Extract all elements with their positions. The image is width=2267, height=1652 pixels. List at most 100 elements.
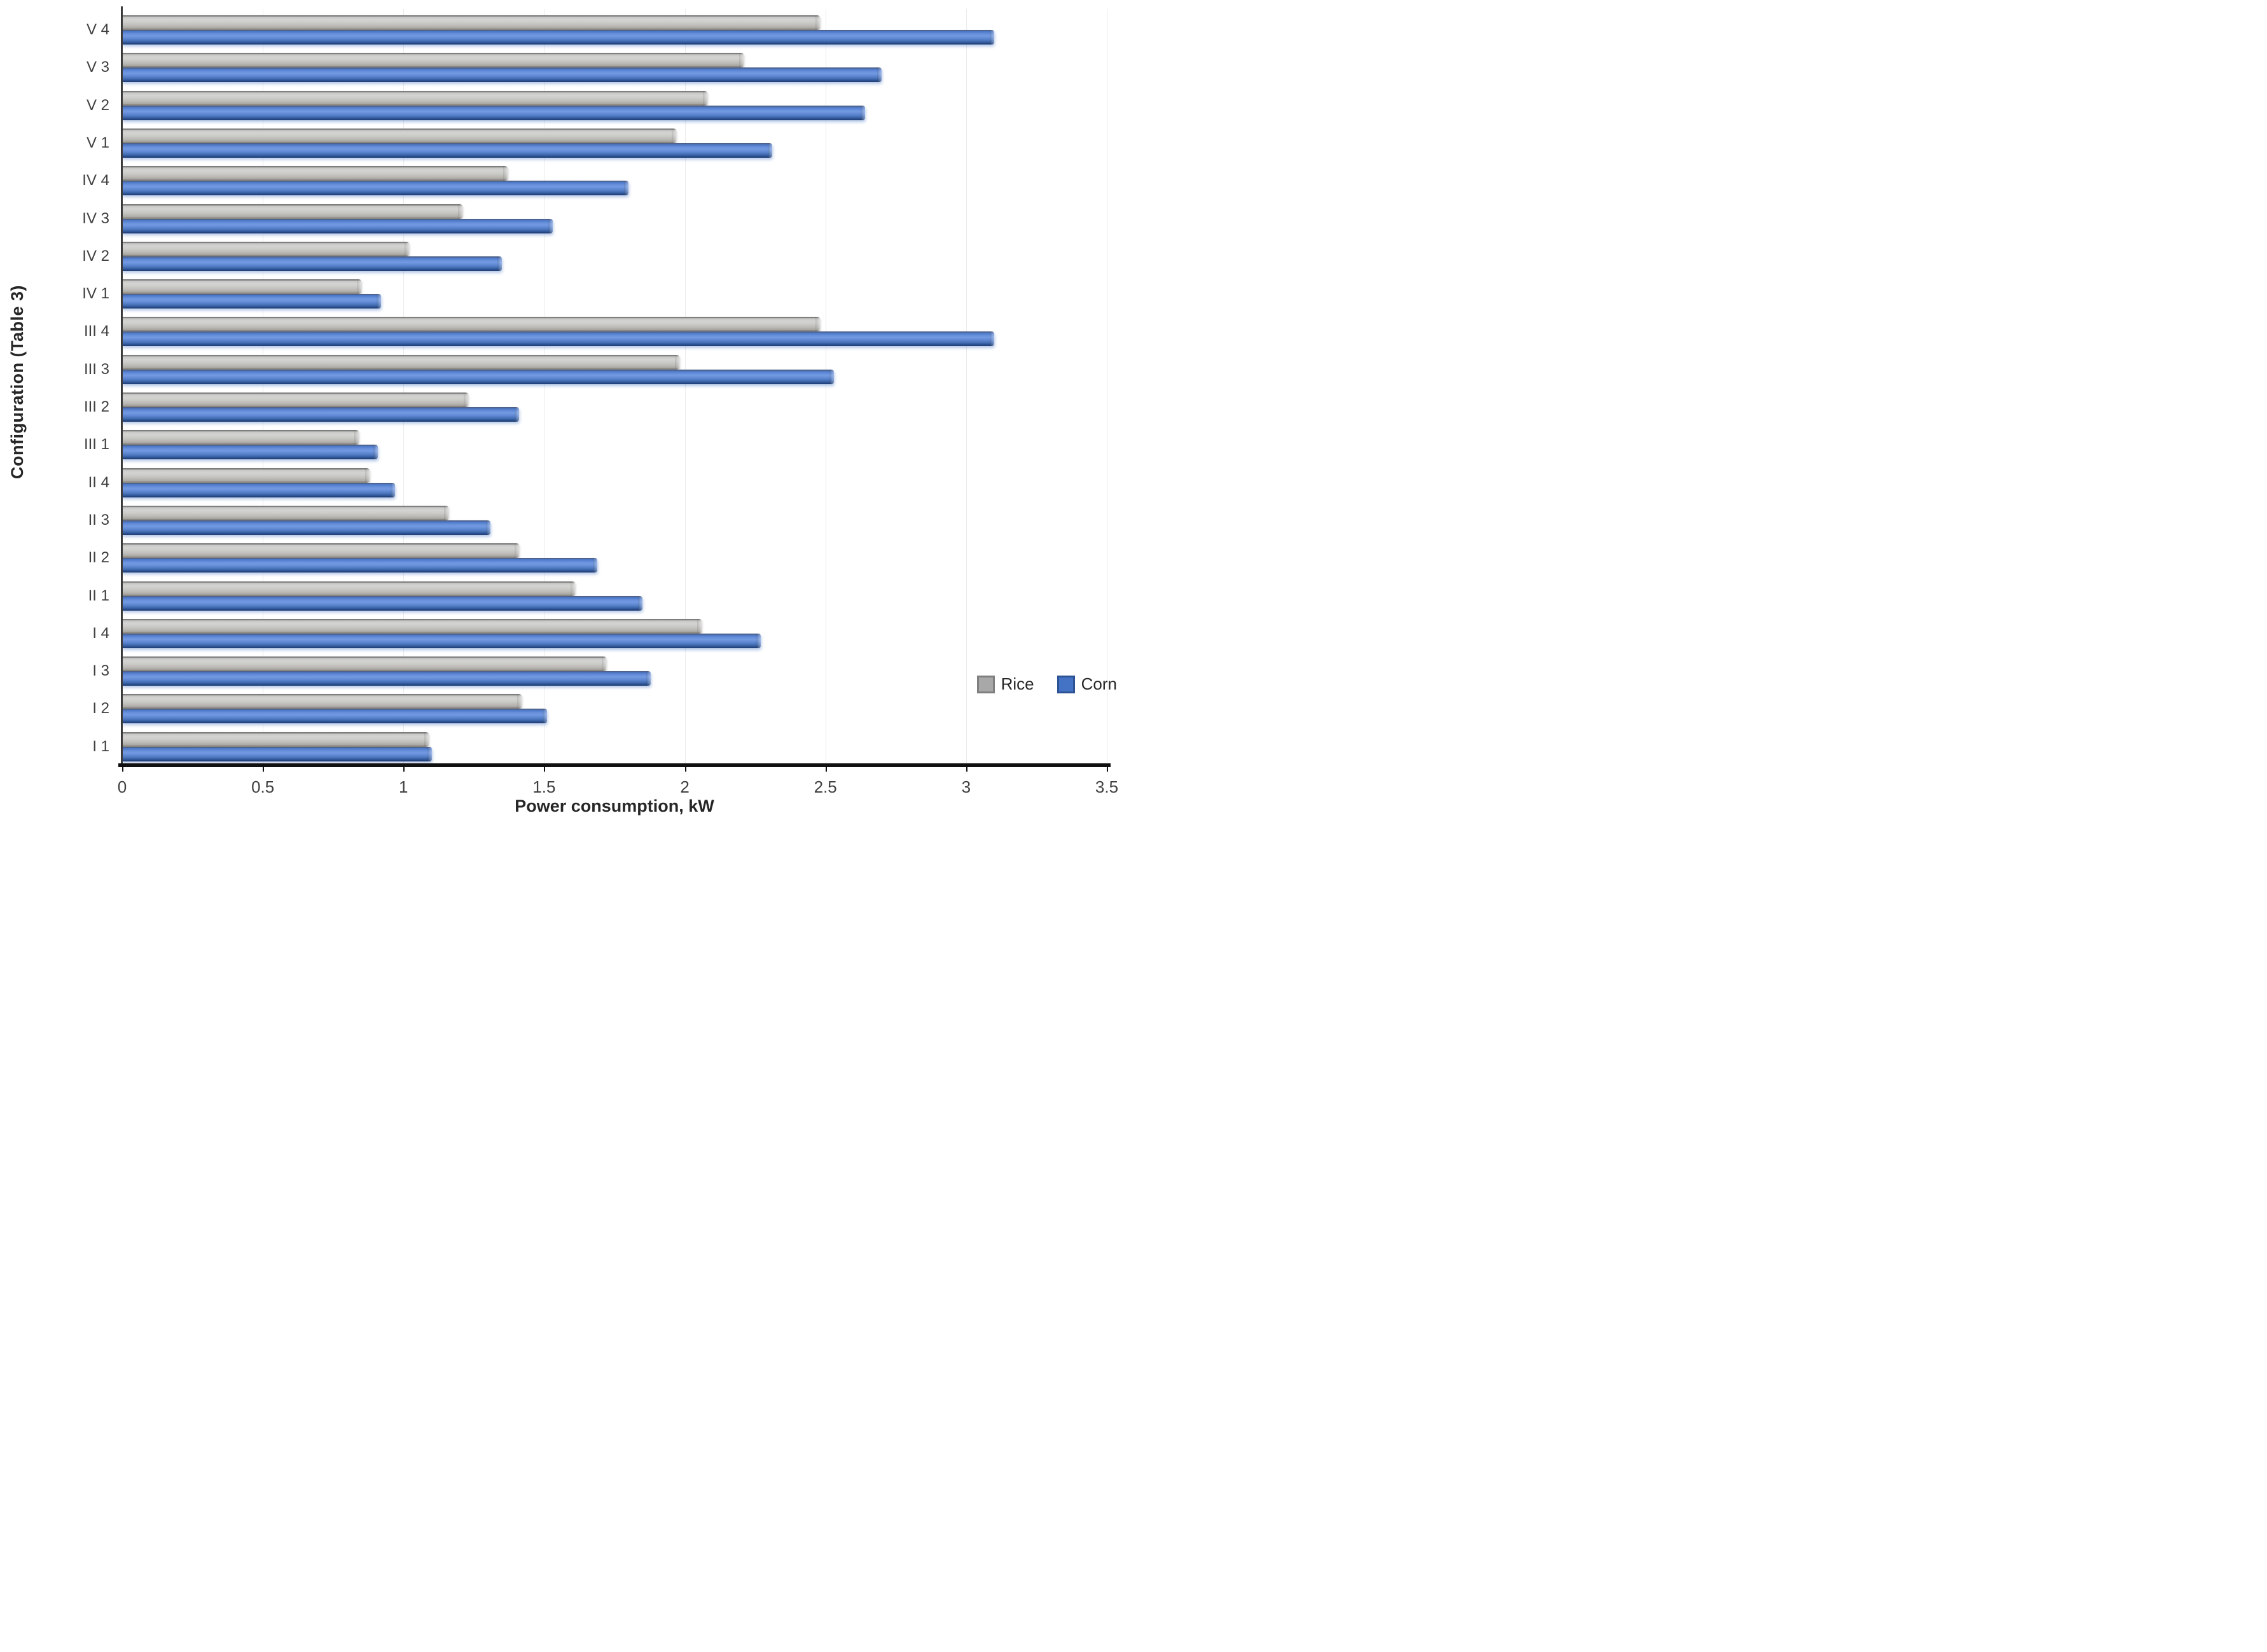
bar-corn-III3 — [122, 369, 834, 384]
bar-rice-II1 — [122, 581, 576, 596]
x-axis-title: Power consumption, kW — [515, 796, 714, 816]
category-label: IV 4 — [82, 172, 109, 190]
category-label: III 2 — [83, 398, 109, 415]
bar-rice-V3 — [122, 53, 744, 68]
bar-rice-III2 — [122, 392, 468, 407]
bar-corn-I3 — [122, 671, 651, 686]
x-tick-mark-2.5 — [825, 763, 827, 772]
x-axis-line — [118, 763, 1111, 767]
legend-label-rice: Rice — [1001, 674, 1034, 693]
bar-end-cap — [405, 241, 410, 256]
bar-end-cap — [815, 15, 820, 30]
bar-rice-V1 — [122, 128, 677, 143]
y-axis-title-text: Configuration (Table 3) — [7, 284, 27, 479]
bar-corn-IV2 — [122, 256, 503, 271]
x-tick-label-0: 0 — [117, 777, 127, 796]
bar-end-cap — [365, 468, 370, 483]
bar-end-cap — [767, 142, 772, 158]
category-label: I 3 — [92, 662, 109, 680]
bar-end-cap — [860, 105, 865, 120]
bar-end-cap — [373, 445, 378, 460]
bar-end-cap — [548, 218, 553, 233]
bar-chart: Configuration (Table 3) V 4 V 3 V 2 V 1 IV 4… — [0, 0, 1134, 826]
x-tick-label-2: 2 — [680, 777, 690, 796]
bar-end-cap — [356, 279, 361, 295]
plot-area — [122, 9, 1107, 763]
bar-end-cap — [464, 392, 468, 407]
x-tick-mark-2 — [684, 763, 686, 772]
bar-rice-I2 — [122, 694, 522, 709]
bar-corn-II4 — [122, 482, 396, 497]
legend-item-corn: Corn — [1057, 674, 1117, 694]
legend-label-corn: Corn — [1081, 674, 1117, 693]
x-axis-tick-labels: 0 0.5 1 1.5 2 2.5 3 3.5 — [118, 777, 1118, 800]
bar-rice-I3 — [122, 656, 606, 672]
bar-end-cap — [829, 369, 834, 384]
bar-end-cap — [990, 30, 995, 45]
bar-corn-IV4 — [122, 181, 629, 196]
bar-rice-II3 — [122, 505, 449, 520]
bar-rice-V4 — [122, 15, 820, 30]
category-label: IV 3 — [82, 209, 109, 227]
bar-rice-IV2 — [122, 241, 410, 256]
bar-end-cap — [601, 656, 606, 672]
gridline-2 — [684, 9, 686, 763]
bar-end-cap — [593, 558, 598, 573]
bar-corn-I2 — [122, 709, 547, 724]
x-tick-label-2.5: 2.5 — [814, 777, 837, 796]
bar-rice-II2 — [122, 543, 519, 559]
bar-rice-II4 — [122, 468, 370, 483]
bar-end-cap — [990, 331, 995, 347]
bar-rice-IV4 — [122, 166, 508, 181]
gridline-1 — [403, 9, 405, 763]
x-axis-tick-marks — [122, 763, 1108, 772]
category-label: IV 2 — [82, 247, 109, 265]
x-tick-label-3: 3 — [961, 777, 971, 796]
category-label: III 3 — [83, 360, 109, 378]
corn-swatch-icon — [1057, 675, 1075, 693]
bar-rice-IV3 — [122, 204, 463, 219]
bar-corn-V2 — [122, 105, 865, 120]
bar-end-cap — [646, 671, 651, 686]
bar-rice-V2 — [122, 90, 707, 106]
bar-end-cap — [517, 694, 522, 709]
bar-end-cap — [497, 256, 503, 271]
bar-corn-II2 — [122, 558, 598, 573]
category-label: II 1 — [88, 587, 109, 604]
bar-end-cap — [424, 732, 429, 747]
bar-corn-I1 — [122, 746, 432, 761]
bar-corn-V3 — [122, 67, 882, 83]
bar-end-cap — [624, 181, 629, 196]
bar-corn-III1 — [122, 445, 378, 460]
legend-item-rice: Rice — [976, 674, 1034, 694]
category-label: II 3 — [88, 511, 109, 529]
category-label: I 4 — [92, 624, 109, 642]
y-axis-title: Configuration (Table 3) — [0, 0, 36, 763]
gridline-3 — [966, 9, 967, 763]
bar-corn-II3 — [122, 520, 491, 535]
bar-end-cap — [702, 90, 707, 106]
bar-end-cap — [376, 294, 381, 309]
y-axis-line — [121, 6, 123, 767]
bar-rice-III3 — [122, 354, 679, 370]
x-tick-mark-1.5 — [544, 763, 546, 772]
bar-end-cap — [427, 746, 432, 761]
bar-end-cap — [638, 595, 643, 611]
category-label: IV 1 — [82, 285, 109, 303]
bar-end-cap — [391, 482, 396, 497]
x-tick-mark-0.5 — [263, 763, 265, 772]
bar-end-cap — [815, 317, 820, 332]
bar-corn-V1 — [122, 142, 772, 158]
bar-end-cap — [458, 204, 463, 219]
bar-end-cap — [542, 709, 547, 724]
x-tick-label-0.5: 0.5 — [251, 777, 275, 796]
category-labels: V 4 V 3 V 2 V 1 IV 4 IV 3 IV 2 IV 1 III 4 III 3 II… — [37, 9, 116, 763]
bar-end-cap — [672, 128, 677, 143]
x-tick-label-1.5: 1.5 — [532, 777, 556, 796]
category-label: II 4 — [88, 473, 109, 491]
category-label: II 2 — [88, 549, 109, 567]
bar-end-cap — [756, 633, 761, 648]
x-tick-mark-1 — [403, 763, 405, 772]
category-label: III 1 — [83, 436, 109, 454]
bar-corn-IV3 — [122, 218, 553, 233]
